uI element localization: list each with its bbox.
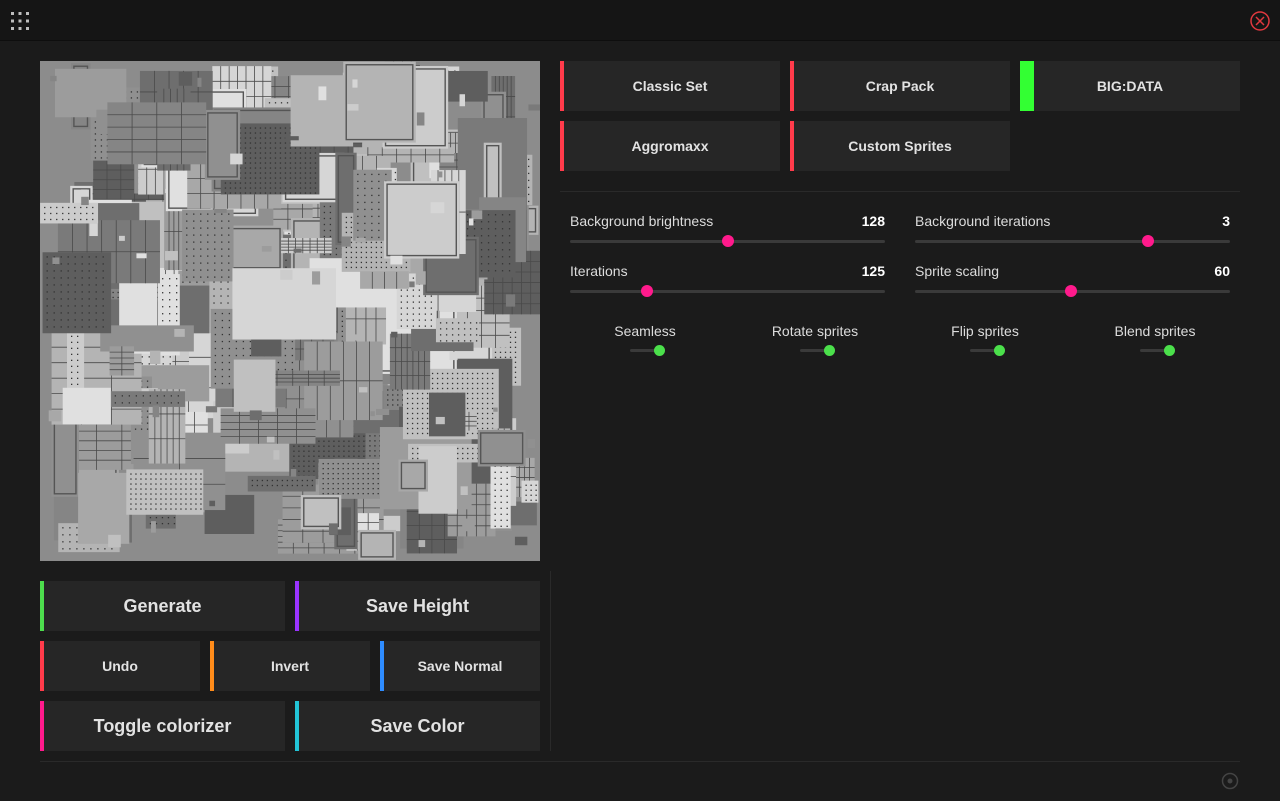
tab-label: Custom Sprites bbox=[848, 138, 952, 154]
slider-value: 125 bbox=[861, 263, 885, 279]
tab-indicator bbox=[1020, 61, 1034, 111]
close-icon[interactable] bbox=[1249, 10, 1271, 32]
toggle-label: Flip sprites bbox=[951, 323, 1019, 339]
button-label: Save Color bbox=[370, 715, 465, 736]
slider-thumb[interactable] bbox=[641, 285, 654, 297]
tab-label: Classic Set bbox=[632, 78, 708, 94]
toggle-switch[interactable] bbox=[800, 345, 835, 356]
button-label: Undo bbox=[102, 658, 138, 674]
tab-crap-pack[interactable]: Crap Pack bbox=[790, 61, 1010, 111]
toggle-label: Seamless bbox=[614, 323, 676, 339]
slider-thumb[interactable] bbox=[721, 235, 734, 247]
divider bbox=[560, 191, 1240, 192]
button-label: Invert bbox=[270, 658, 310, 674]
slider-track[interactable] bbox=[915, 285, 1230, 297]
settings-dial-icon[interactable] bbox=[1221, 772, 1239, 790]
tab-label: BIG:DATA bbox=[1096, 78, 1164, 94]
tab-classic-set[interactable]: Classic Set bbox=[560, 61, 780, 111]
toggle-switch[interactable] bbox=[1140, 345, 1175, 356]
divider bbox=[550, 571, 551, 751]
slider-track[interactable] bbox=[570, 285, 885, 297]
save-color-button[interactable]: Save Color bbox=[295, 701, 540, 751]
slider-value: 60 bbox=[1214, 263, 1230, 279]
tab-big-data[interactable]: BIG:DATA bbox=[1020, 61, 1240, 111]
button-label: Save Height bbox=[365, 595, 470, 616]
generate-button[interactable]: Generate bbox=[40, 581, 285, 631]
slider-label: Iterations bbox=[570, 263, 628, 279]
tab-label: Crap Pack bbox=[865, 78, 935, 94]
app-grid-icon[interactable] bbox=[10, 11, 30, 31]
invert-button[interactable]: Invert bbox=[210, 641, 370, 691]
button-accent bbox=[295, 581, 299, 631]
texture-preview bbox=[40, 61, 540, 561]
button-accent bbox=[380, 641, 384, 691]
toggle-knob bbox=[1164, 345, 1175, 356]
tab-custom-sprites[interactable]: Custom Sprites bbox=[790, 121, 1010, 171]
toggle-label: Blend sprites bbox=[1114, 323, 1196, 339]
slider-thumb[interactable] bbox=[1142, 235, 1155, 247]
toggle-switch[interactable] bbox=[630, 345, 665, 356]
tab-indicator bbox=[790, 121, 794, 171]
button-accent bbox=[40, 701, 44, 751]
toggle-colorizer-button[interactable]: Toggle colorizer bbox=[40, 701, 285, 751]
slider-thumb[interactable] bbox=[1064, 285, 1077, 297]
slider-value: 3 bbox=[1222, 213, 1230, 229]
button-accent bbox=[40, 641, 44, 691]
toggle-knob bbox=[654, 345, 665, 356]
button-label: Save Normal bbox=[417, 658, 503, 674]
tab-label: Aggromaxx bbox=[631, 138, 709, 154]
toggle-knob bbox=[994, 345, 1005, 356]
toggle-label: Rotate sprites bbox=[771, 323, 859, 339]
button-accent bbox=[210, 641, 214, 691]
slider-value: 128 bbox=[861, 213, 885, 229]
slider-label: Background iterations bbox=[915, 213, 1051, 229]
tab-indicator bbox=[560, 121, 564, 171]
slider-track[interactable] bbox=[915, 235, 1230, 247]
slider-label: Background brightness bbox=[570, 213, 714, 229]
tab-aggromaxx[interactable]: Aggromaxx bbox=[560, 121, 780, 171]
toggle-knob bbox=[824, 345, 835, 356]
save-height-button[interactable]: Save Height bbox=[295, 581, 540, 631]
button-label: Generate bbox=[123, 595, 202, 616]
divider bbox=[40, 761, 1240, 762]
button-accent bbox=[40, 581, 44, 631]
toggle-switch[interactable] bbox=[970, 345, 1005, 356]
tab-indicator bbox=[790, 61, 794, 111]
button-label: Toggle colorizer bbox=[93, 715, 232, 736]
undo-button[interactable]: Undo bbox=[40, 641, 200, 691]
tab-indicator bbox=[560, 61, 564, 111]
title-bar bbox=[0, 0, 1280, 41]
slider-track[interactable] bbox=[570, 235, 885, 247]
button-accent bbox=[295, 701, 299, 751]
save-normal-button[interactable]: Save Normal bbox=[380, 641, 540, 691]
slider-label: Sprite scaling bbox=[915, 263, 1000, 279]
